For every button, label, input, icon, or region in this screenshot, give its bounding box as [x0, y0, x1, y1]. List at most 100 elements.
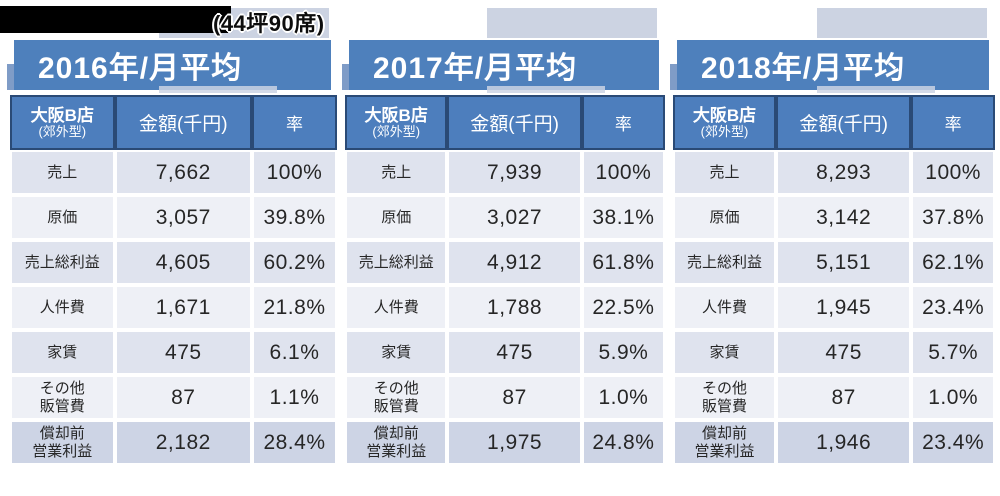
table-row: 家賃 475 6.1%: [10, 330, 337, 375]
store-type: (郊外型): [372, 124, 421, 140]
amount-cell: 7,939: [447, 150, 582, 195]
rate-cell: 22.5%: [581, 285, 665, 330]
table-row: その他 販管費 87 1.0%: [673, 375, 995, 420]
titlebar-shine-2016: [159, 86, 277, 93]
amount-cell: 87: [776, 375, 912, 420]
amount-cell: 3,027: [447, 195, 582, 240]
table-group-2017: 2017年/月平均 大阪B店 (郊外型) 金額(千円) 率 売上 7,939: [342, 0, 665, 496]
titlebar-shine-2018: [817, 86, 935, 93]
store-header: 大阪B店 (郊外型): [10, 95, 115, 150]
row-label: 家賃: [673, 330, 777, 375]
store-header: 大阪B店 (郊外型): [345, 95, 448, 150]
redaction-bar: [0, 6, 231, 33]
amount-cell: 5,151: [776, 240, 912, 285]
table-group-2016: 2016年/月平均 大阪B店 (郊外型) 金額(千円) 率 売上 7,662: [7, 0, 337, 496]
row-label: 売上総利益: [673, 240, 777, 285]
amount-cell: 1,788: [447, 285, 582, 330]
rate-cell: 1.0%: [911, 375, 995, 420]
row-label: 原価: [10, 195, 115, 240]
amount-header: 金額(千円): [447, 95, 582, 150]
rate-cell: 38.1%: [581, 195, 665, 240]
header-row: 大阪B店 (郊外型) 金額(千円) 率: [10, 95, 337, 150]
amount-cell: 475: [114, 330, 252, 375]
header-row: 大阪B店 (郊外型) 金額(千円) 率: [345, 95, 665, 150]
row-label: その他 販管費: [345, 375, 448, 420]
store-type: (郊外型): [38, 124, 87, 140]
rate-cell: 39.8%: [251, 195, 337, 240]
row-label: 償却前 営業利益: [345, 420, 448, 465]
rate-cell: 5.9%: [581, 330, 665, 375]
table-row: 売上総利益 4,605 60.2%: [10, 240, 337, 285]
row-label: 売上: [10, 150, 115, 195]
table-row: その他 販管費 87 1.1%: [10, 375, 337, 420]
row-label: 家賃: [345, 330, 448, 375]
titlebar-notch-2018: [670, 64, 679, 90]
rate-header: 率: [581, 95, 665, 150]
store-name: 大阪B店: [692, 105, 757, 125]
table-row: 人件費 1,671 21.8%: [10, 285, 337, 330]
rate-cell: 100%: [911, 150, 995, 195]
amount-cell: 87: [447, 375, 582, 420]
rate-cell: 60.2%: [251, 240, 337, 285]
row-label: 人件費: [345, 285, 448, 330]
year-title-text: 2016年/月平均: [38, 52, 243, 85]
pl-table-2016: 大阪B店 (郊外型) 金額(千円) 率 売上 7,662 100% 原価 3,0…: [10, 95, 337, 465]
amount-cell: 2,182: [114, 420, 252, 465]
rate-cell: 21.8%: [251, 285, 337, 330]
year-title-2017: 2017年/月平均: [349, 40, 659, 90]
header-row: 大阪B店 (郊外型) 金額(千円) 率: [673, 95, 995, 150]
table-row: 原価 3,027 38.1%: [345, 195, 665, 240]
rate-cell: 100%: [581, 150, 665, 195]
row-label: その他 販管費: [673, 375, 777, 420]
table-row: その他 販管費 87 1.0%: [345, 375, 665, 420]
table-row: 人件費 1,945 23.4%: [673, 285, 995, 330]
titlebar-notch-2017: [342, 64, 351, 90]
table-row: 売上 8,293 100%: [673, 150, 995, 195]
row-label: 売上総利益: [10, 240, 115, 285]
year-title-text: 2018年/月平均: [701, 52, 906, 85]
rate-cell: 1.0%: [581, 375, 665, 420]
row-label: 売上: [673, 150, 777, 195]
rate-cell: 24.8%: [581, 420, 665, 465]
table-row-total: 償却前 営業利益 1,975 24.8%: [345, 420, 665, 465]
row-label: 償却前 営業利益: [10, 420, 115, 465]
rate-header: 率: [911, 95, 995, 150]
store-name: 大阪B店: [364, 105, 428, 125]
amount-cell: 475: [776, 330, 912, 375]
row-label: 売上: [345, 150, 448, 195]
rate-cell: 100%: [251, 150, 337, 195]
store-name: 大阪B店: [30, 105, 94, 125]
amount-cell: 8,293: [776, 150, 912, 195]
amount-cell: 475: [447, 330, 582, 375]
titlebar-shine-2017: [487, 86, 605, 93]
amount-cell: 4,605: [114, 240, 252, 285]
table-group-2018: 2018年/月平均 大阪B店 (郊外型) 金額(千円) 率 売上 8,293: [670, 0, 995, 496]
amount-header: 金額(千円): [114, 95, 252, 150]
table-row-total: 償却前 営業利益 2,182 28.4%: [10, 420, 337, 465]
rate-cell: 5.7%: [911, 330, 995, 375]
amount-cell: 3,057: [114, 195, 252, 240]
rate-cell: 23.4%: [911, 420, 995, 465]
row-label: 売上総利益: [345, 240, 448, 285]
row-label: その他 販管費: [10, 375, 115, 420]
table-row: 売上総利益 4,912 61.8%: [345, 240, 665, 285]
row-label: 人件費: [10, 285, 115, 330]
amount-cell: 3,142: [776, 195, 912, 240]
row-label: 原価: [345, 195, 448, 240]
rate-cell: 61.8%: [581, 240, 665, 285]
row-label: 原価: [673, 195, 777, 240]
rate-cell: 62.1%: [911, 240, 995, 285]
year-title-text: 2017年/月平均: [373, 52, 578, 85]
amount-cell: 1,945: [776, 285, 912, 330]
table-row: 売上 7,939 100%: [345, 150, 665, 195]
amount-cell: 1,975: [447, 420, 582, 465]
table-row: 人件費 1,788 22.5%: [345, 285, 665, 330]
table-row-total: 償却前 営業利益 1,946 23.4%: [673, 420, 995, 465]
table-row: 原価 3,142 37.8%: [673, 195, 995, 240]
amount-cell: 7,662: [114, 150, 252, 195]
amount-cell: 1,946: [776, 420, 912, 465]
store-type: (郊外型): [700, 124, 749, 140]
table-row: 原価 3,057 39.8%: [10, 195, 337, 240]
rate-cell: 37.8%: [911, 195, 995, 240]
year-title-2018: 2018年/月平均: [677, 40, 989, 90]
